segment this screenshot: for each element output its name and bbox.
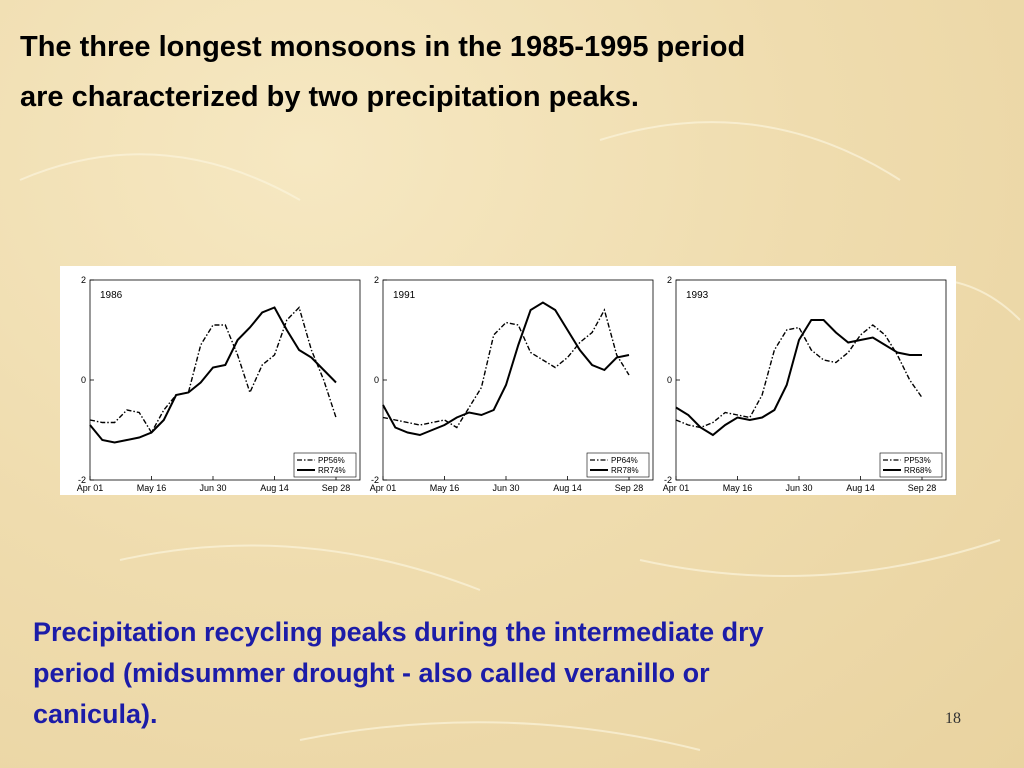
legend-label: PP64% [611,456,638,465]
x-tick-label: Aug 14 [260,483,289,493]
legend-label: RR74% [318,466,346,475]
panel-year: 1993 [686,290,709,301]
x-tick-label: Aug 14 [553,483,582,493]
y-tick-label: 2 [667,275,672,285]
panel-year: 1986 [100,290,123,301]
title-line: The three longest monsoons in the 1985-1… [20,31,745,63]
y-tick-label: -2 [371,475,379,485]
series-line [382,308,630,429]
y-tick-label: -2 [664,475,672,485]
x-tick-label: Apr 01 [370,483,397,493]
panel-year: 1991 [393,290,416,301]
series-line [382,301,630,437]
y-tick-label: 0 [667,375,672,385]
series-line [675,324,923,429]
legend-box [879,452,943,478]
x-tick-label: May 16 [723,483,753,493]
x-tick-label: Apr 01 [663,483,690,493]
x-tick-label: Apr 01 [77,483,104,493]
caption-line: Precipitation recycling peaks during the… [33,617,764,647]
y-tick-label: -2 [78,475,86,485]
series-line [89,306,337,444]
legend-label: RR78% [611,466,639,475]
x-tick-label: Sep 28 [615,483,644,493]
y-tick-label: 0 [81,375,86,385]
caption-line: canicula). [33,699,158,729]
x-tick-label: Jun 30 [199,483,226,493]
series-line [675,319,922,437]
legend-box [293,452,357,478]
y-tick-label: 2 [374,275,379,285]
page-number: 18 [945,710,961,727]
x-tick-label: May 16 [137,483,167,493]
legend-label: RR68% [904,466,932,475]
legend-box [586,452,650,478]
series-line [89,306,337,434]
caption-line: period (midsummer drought - also called … [33,658,710,688]
legend-label: PP53% [904,456,931,465]
x-tick-label: Aug 14 [846,483,875,493]
x-tick-label: Sep 28 [322,483,351,493]
legend-label: PP56% [318,456,345,465]
x-tick-label: May 16 [430,483,460,493]
x-tick-label: Jun 30 [492,483,519,493]
y-tick-label: 0 [374,375,379,385]
x-tick-label: Sep 28 [908,483,937,493]
title-line: are characterized by two precipitation p… [20,81,639,113]
y-tick-label: 2 [81,275,86,285]
x-tick-label: Jun 30 [785,483,812,493]
